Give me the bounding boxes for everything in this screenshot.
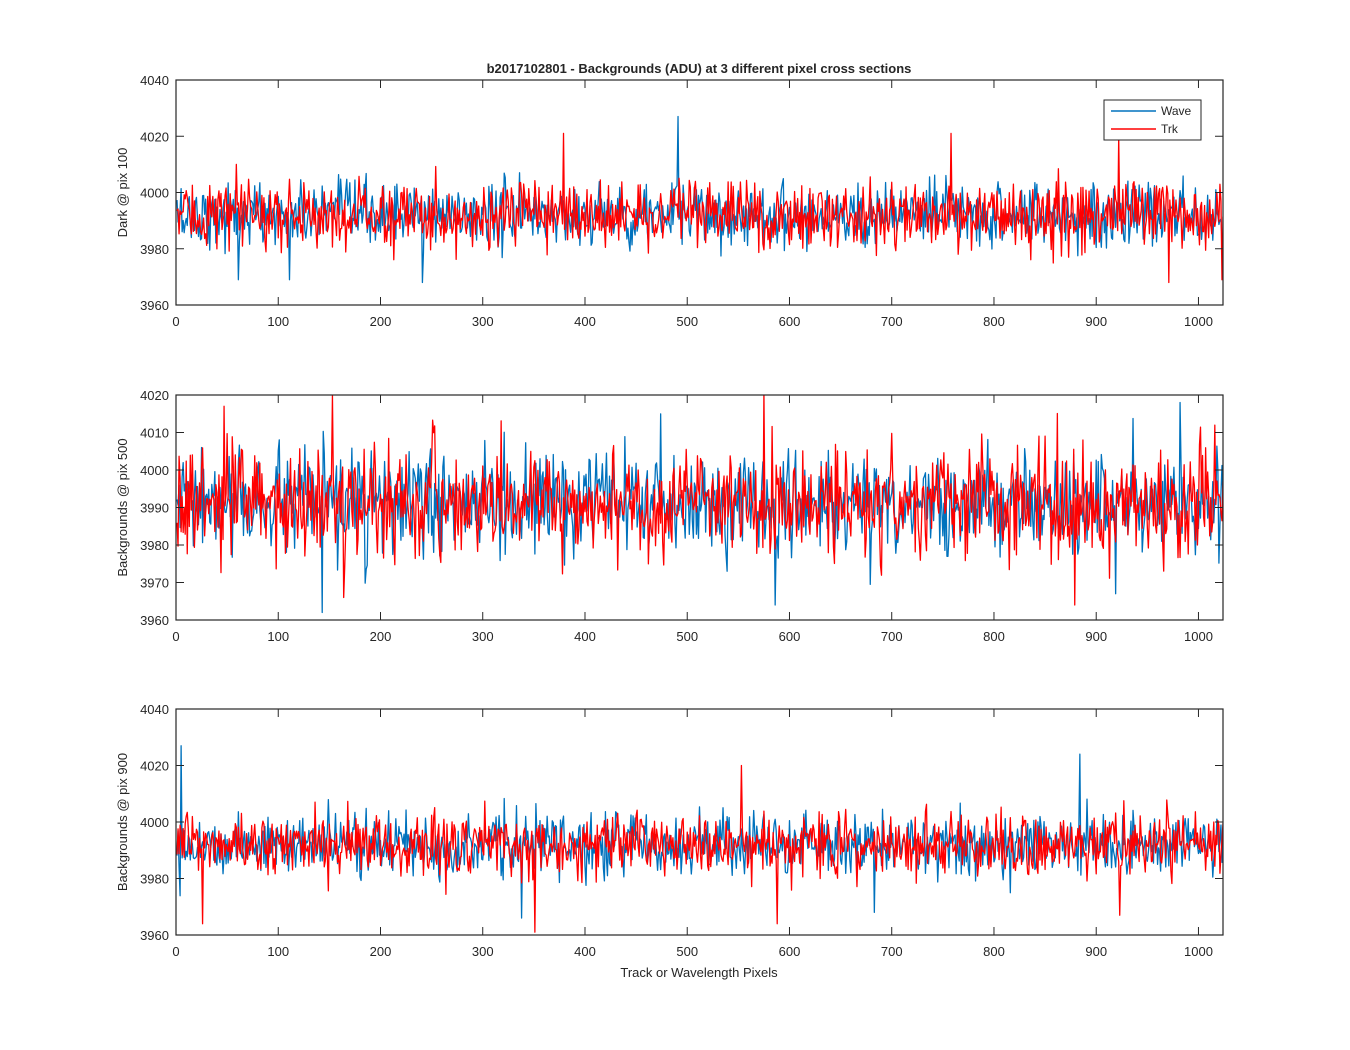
x-tick-label: 200 [370,944,392,959]
x-tick-label: 1000 [1184,944,1213,959]
series-line-trk [176,132,1223,284]
x-tick-label: 300 [472,944,494,959]
x-tick-label: 700 [881,944,903,959]
y-tick-label: 3970 [140,576,169,591]
y-tick-label: 3960 [140,298,169,313]
series-line-trk [176,395,1223,606]
y-axis-label: Backgrounds @ pix 500 [115,438,130,576]
x-tick-label: 200 [370,314,392,329]
figure-title: b2017102801 - Backgrounds (ADU) at 3 dif… [487,61,912,76]
x-tick-label: 800 [983,944,1005,959]
series-line-trk [176,764,1223,933]
x-tick-label: 900 [1085,944,1107,959]
x-tick-label: 100 [267,629,289,644]
y-tick-label: 3960 [140,928,169,943]
y-tick-label: 4000 [140,186,169,201]
chart-panel-2: 0 100 200 300 400 500 600 700 800 900 1000 3960 3970… [115,388,1224,644]
x-tick-label: 0 [172,629,179,644]
x-tick-label: 600 [779,314,801,329]
x-tick-label: 700 [881,314,903,329]
y-tick-label: 4040 [140,702,169,717]
x-tick-label: 100 [267,314,289,329]
y-axis-label: Backgrounds @ pix 900 [115,753,130,891]
legend-label-wave: Wave [1161,104,1192,118]
y-tick-label: 4000 [140,463,169,478]
x-tick-label: 800 [983,629,1005,644]
x-tick-label: 600 [779,629,801,644]
panels: 0 100 200 300 400 500 600 700 800 900 100039603980… [115,73,1224,959]
x-tick-label: 600 [779,944,801,959]
x-tick-label: 300 [472,629,494,644]
y-axis-label: Dark @ pix 100 [115,148,130,238]
x-tick-label: 400 [574,944,596,959]
x-tick-label: 900 [1085,629,1107,644]
y-tick-label: 3980 [140,242,169,257]
x-tick-label: 700 [881,629,903,644]
y-tick-label: 4020 [140,388,169,403]
y-tick-label: 4010 [140,426,169,441]
legend: Wave Trk [1103,99,1202,141]
chart-panel-1: 0 100 200 300 400 500 600 700 800 900 1000 3960 3980… [115,73,1224,329]
x-tick-label: 0 [172,944,179,959]
y-tick-label: 3990 [140,501,169,516]
x-tick-label: 200 [370,629,392,644]
x-tick-label: 0 [172,314,179,329]
legend-box [1103,99,1202,141]
y-tick-label: 4020 [140,759,169,774]
y-tick-label: 3960 [140,613,169,628]
x-tick-label: 500 [676,944,698,959]
y-tick-label: 4020 [140,129,169,144]
y-tick-label: 3980 [140,538,169,553]
chart-panel-3: 0 100 200 300 400 500 600 700 800 900 1000 3960 3980… [115,702,1224,959]
x-tick-label: 400 [574,629,596,644]
x-tick-label: 1000 [1184,629,1213,644]
x-tick-label: 400 [574,314,596,329]
x-tick-label: 100 [267,944,289,959]
legend-label-trk: Trk [1161,122,1179,136]
x-tick-label: 1000 [1184,314,1213,329]
x-tick-label: 500 [676,314,698,329]
x-tick-label: 900 [1085,314,1107,329]
y-tick-label: 4040 [140,73,169,88]
x-tick-label: 800 [983,314,1005,329]
x-tick-label: 500 [676,629,698,644]
y-tick-label: 4000 [140,815,169,830]
y-tick-label: 3980 [140,872,169,887]
x-tick-label: 300 [472,314,494,329]
x-axis-label: Track or Wavelength Pixels [620,965,778,980]
